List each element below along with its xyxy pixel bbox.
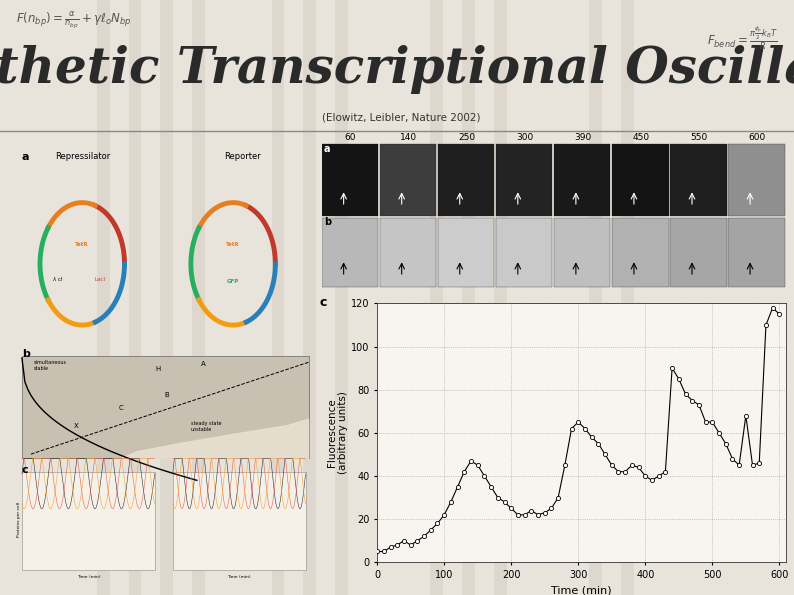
Text: $F(n_{bp}) = \frac{\alpha}{n_{bp}} + \gamma \ell_o N_{bp}$: $F(n_{bp}) = \frac{\alpha}{n_{bp}} + \ga… — [16, 11, 131, 30]
FancyBboxPatch shape — [22, 356, 309, 459]
Text: 300: 300 — [516, 133, 534, 142]
Text: $F_{bend} = \frac{\pi \frac{\phi_p}{2} k_B T}{R}$: $F_{bend} = \frac{\pi \frac{\phi_p}{2} k… — [707, 24, 778, 52]
FancyBboxPatch shape — [437, 143, 495, 215]
FancyBboxPatch shape — [612, 218, 669, 287]
FancyBboxPatch shape — [380, 218, 436, 287]
FancyBboxPatch shape — [728, 143, 784, 215]
Text: Proteins per cell: Proteins per cell — [17, 502, 21, 537]
Bar — [303, 0, 316, 595]
Text: c: c — [320, 296, 327, 309]
Bar — [589, 0, 602, 595]
Text: Synthetic Transcriptional Oscillator: Synthetic Transcriptional Oscillator — [0, 45, 794, 95]
Bar — [335, 0, 348, 595]
Text: b: b — [22, 349, 30, 359]
Text: B: B — [164, 392, 169, 398]
Bar — [462, 0, 475, 595]
Text: simultaneous
stable: simultaneous stable — [34, 360, 67, 371]
Text: 550: 550 — [690, 133, 707, 142]
FancyBboxPatch shape — [553, 143, 611, 215]
FancyBboxPatch shape — [380, 143, 436, 215]
Bar — [494, 0, 507, 595]
Text: 600: 600 — [749, 133, 765, 142]
Text: TetR: TetR — [75, 242, 89, 247]
Text: a: a — [324, 144, 330, 154]
FancyBboxPatch shape — [495, 143, 553, 215]
Polygon shape — [121, 419, 309, 459]
Text: (Elowitz, Leibler, Nature 2002): (Elowitz, Leibler, Nature 2002) — [322, 112, 480, 123]
FancyBboxPatch shape — [495, 218, 553, 287]
Text: 450: 450 — [632, 133, 649, 142]
FancyBboxPatch shape — [670, 218, 727, 287]
Text: LacI: LacI — [94, 277, 106, 283]
FancyBboxPatch shape — [173, 472, 306, 570]
FancyBboxPatch shape — [22, 472, 155, 570]
Text: Time (min): Time (min) — [227, 575, 251, 579]
Text: $\lambda$ cl: $\lambda$ cl — [52, 275, 64, 283]
Bar — [272, 0, 284, 595]
Bar — [97, 0, 110, 595]
Bar — [621, 0, 634, 595]
FancyBboxPatch shape — [670, 143, 727, 215]
Text: c: c — [22, 465, 29, 475]
Y-axis label: Fluorescence
(arbitrary units): Fluorescence (arbitrary units) — [326, 392, 349, 474]
Text: b: b — [324, 217, 331, 227]
Text: X: X — [74, 422, 79, 428]
X-axis label: Time (min): Time (min) — [551, 585, 612, 595]
FancyBboxPatch shape — [612, 143, 669, 215]
Text: TetR: TetR — [226, 242, 240, 247]
Text: Repressilator: Repressilator — [55, 152, 110, 161]
Text: Time (min): Time (min) — [76, 575, 100, 579]
Text: 60: 60 — [345, 133, 357, 142]
FancyBboxPatch shape — [437, 218, 495, 287]
FancyBboxPatch shape — [553, 218, 611, 287]
FancyBboxPatch shape — [322, 143, 378, 215]
Bar — [160, 0, 173, 595]
Text: A: A — [201, 361, 206, 368]
FancyBboxPatch shape — [728, 218, 784, 287]
Bar — [129, 0, 141, 595]
Text: Reporter: Reporter — [224, 152, 260, 161]
Text: 250: 250 — [458, 133, 476, 142]
Text: C: C — [119, 405, 124, 411]
Text: 140: 140 — [400, 133, 417, 142]
Text: steady state
unstable: steady state unstable — [191, 421, 222, 432]
Bar — [430, 0, 443, 595]
Text: 390: 390 — [574, 133, 592, 142]
FancyBboxPatch shape — [322, 218, 378, 287]
Text: a: a — [22, 152, 29, 162]
Text: GFP: GFP — [227, 279, 239, 284]
Text: H: H — [155, 366, 160, 372]
Bar — [192, 0, 205, 595]
